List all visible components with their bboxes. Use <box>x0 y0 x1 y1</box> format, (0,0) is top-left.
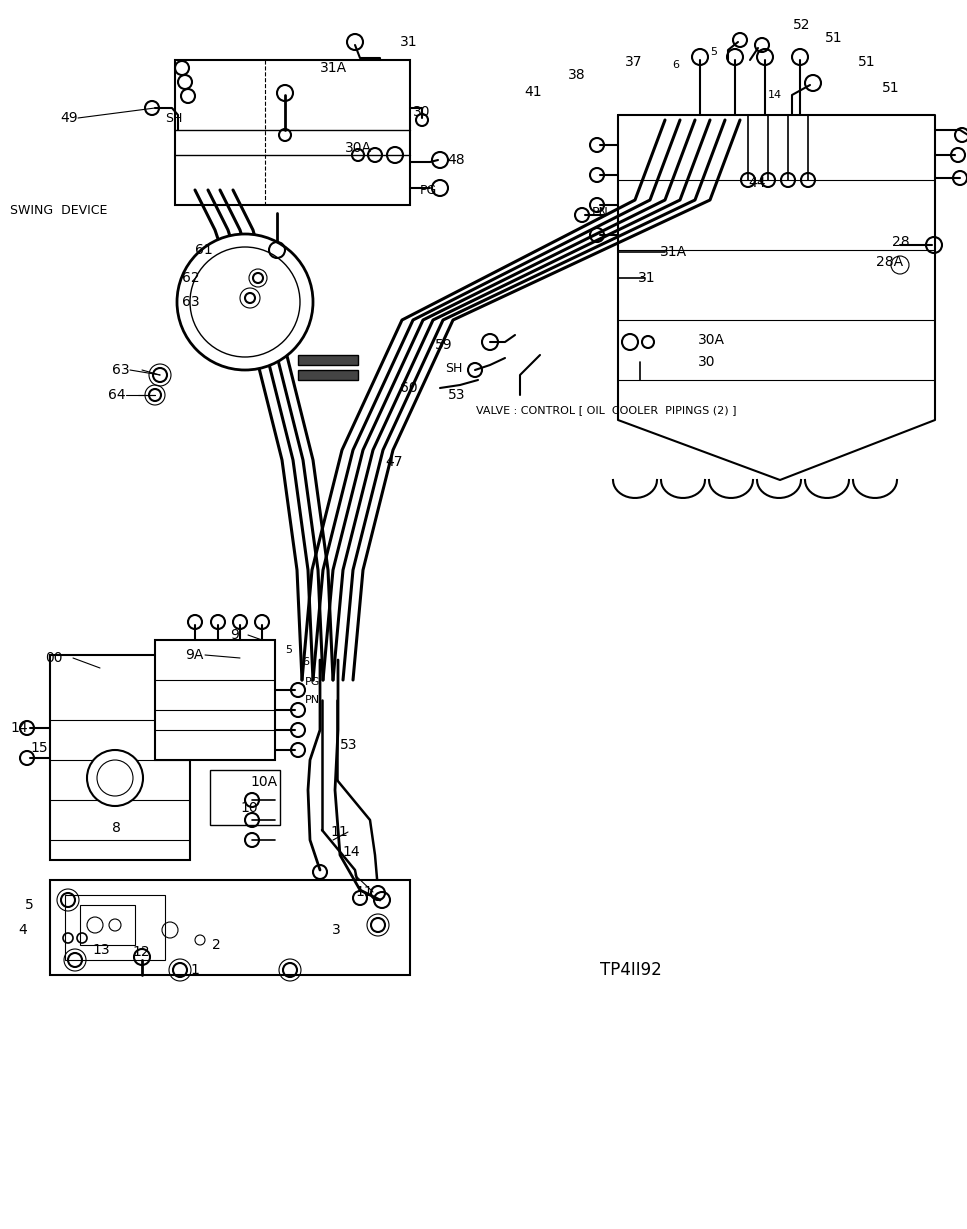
Text: 59: 59 <box>435 338 453 351</box>
Bar <box>50 655 190 860</box>
Text: 14: 14 <box>342 846 360 859</box>
Text: 9: 9 <box>230 628 239 642</box>
Text: 37: 37 <box>625 55 642 69</box>
Text: 61: 61 <box>195 243 213 257</box>
Text: PN: PN <box>592 205 609 219</box>
Text: 60: 60 <box>400 381 418 395</box>
Text: 53: 53 <box>448 388 465 402</box>
Bar <box>175 60 410 205</box>
Text: 31: 31 <box>400 34 418 49</box>
Text: 12: 12 <box>132 945 150 959</box>
Text: 10: 10 <box>240 801 257 815</box>
Text: 5: 5 <box>25 898 34 912</box>
Text: 47: 47 <box>385 455 402 469</box>
Circle shape <box>190 247 300 356</box>
Bar <box>155 640 275 760</box>
Text: TP4II92: TP4II92 <box>600 961 661 980</box>
Text: SH: SH <box>165 112 183 124</box>
Text: 6: 6 <box>302 658 309 667</box>
Bar <box>65 895 165 960</box>
Text: VALVE : CONTROL [ OIL  COOLER  PIPINGS (2) ]: VALVE : CONTROL [ OIL COOLER PIPINGS (2)… <box>476 406 737 415</box>
Text: PN: PN <box>305 696 320 705</box>
Text: 38: 38 <box>568 68 586 82</box>
Text: 64: 64 <box>108 388 126 402</box>
Text: 41: 41 <box>524 85 542 100</box>
Text: 44: 44 <box>748 176 766 190</box>
Text: PG: PG <box>420 183 437 197</box>
Text: 30A: 30A <box>345 141 372 155</box>
Text: 31A: 31A <box>660 245 688 259</box>
Bar <box>210 771 280 825</box>
Text: 10A: 10A <box>250 775 278 789</box>
Bar <box>298 355 358 365</box>
Text: 3: 3 <box>332 923 340 936</box>
Text: 28: 28 <box>892 235 910 249</box>
Text: 00: 00 <box>45 651 63 665</box>
Text: 53: 53 <box>340 737 358 752</box>
Text: 8: 8 <box>112 821 121 834</box>
Text: 51: 51 <box>825 31 842 45</box>
Text: 5: 5 <box>710 47 717 57</box>
Text: 52: 52 <box>793 18 810 32</box>
Text: 14: 14 <box>768 90 782 100</box>
Text: 51: 51 <box>858 55 876 69</box>
Text: 5: 5 <box>285 645 292 655</box>
Text: SWING  DEVICE: SWING DEVICE <box>10 204 107 216</box>
Text: 15: 15 <box>30 741 47 755</box>
Text: 62: 62 <box>182 272 199 285</box>
Text: 30A: 30A <box>698 333 725 347</box>
Text: SH: SH <box>445 361 462 375</box>
Text: 48: 48 <box>447 152 464 167</box>
Circle shape <box>97 760 133 796</box>
Text: 11: 11 <box>355 885 372 898</box>
Text: 31: 31 <box>638 272 656 285</box>
Text: 31A: 31A <box>320 61 347 75</box>
Bar <box>50 880 410 975</box>
Bar <box>298 370 358 380</box>
Text: 2: 2 <box>212 938 220 952</box>
Text: 28A: 28A <box>876 254 903 269</box>
Text: 63: 63 <box>112 363 130 377</box>
Bar <box>80 905 135 945</box>
Text: 51: 51 <box>882 81 899 95</box>
Text: 11: 11 <box>330 825 348 839</box>
Text: 6: 6 <box>672 60 679 70</box>
Text: 4: 4 <box>18 923 27 936</box>
Text: 30: 30 <box>698 355 716 369</box>
Circle shape <box>87 750 143 806</box>
Text: 49: 49 <box>60 111 77 125</box>
Text: 63: 63 <box>182 295 199 308</box>
Text: 30: 30 <box>413 104 430 119</box>
Text: 9A: 9A <box>185 648 203 662</box>
Text: 1: 1 <box>190 964 199 977</box>
Text: 13: 13 <box>92 943 109 957</box>
Text: PG: PG <box>305 677 320 687</box>
Circle shape <box>177 234 313 370</box>
Text: 14: 14 <box>10 721 28 735</box>
